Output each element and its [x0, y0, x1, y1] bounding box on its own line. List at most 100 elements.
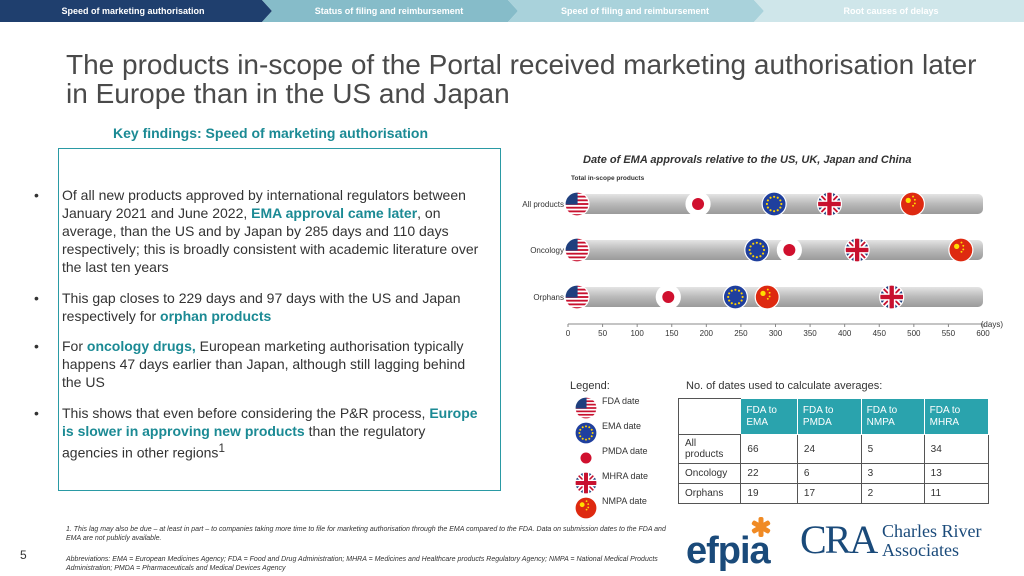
legend-item: FDA date — [574, 396, 640, 420]
us-flag-icon — [574, 396, 598, 420]
table-corner-cell — [677, 398, 741, 435]
legend-item: PMDA date — [574, 446, 648, 470]
efpia-logo: efpia — [686, 515, 786, 576]
legend-label: FDA date — [602, 396, 640, 406]
cra-letters: CRA — [800, 517, 878, 562]
table-row-label: Orphans — [677, 483, 742, 504]
legend-label: NMPA date — [602, 496, 647, 506]
table-cell: 13 — [923, 463, 990, 484]
chart-category-label: All products — [522, 200, 564, 209]
table-title: No. of dates used to calculate averages: — [686, 380, 883, 392]
eu-flag-icon — [722, 284, 748, 310]
x-tick-label: 500 — [907, 329, 921, 338]
table-header-fda-pmda: FDA to PMDA — [796, 398, 862, 435]
tab-speed-of-filing[interactable]: Speed of filing and reimbursement — [560, 6, 710, 16]
x-tick-label: 300 — [769, 329, 783, 338]
table-cell: 34 — [923, 434, 990, 464]
table-cell: 17 — [796, 483, 862, 504]
x-tick-label: 0 — [566, 329, 571, 338]
bullet-2-highlight: orphan products — [160, 308, 272, 324]
bullet-dot: • — [34, 338, 39, 354]
section-navigation: Speed of marketing authorisation Status … — [0, 0, 1024, 22]
tab-status-of-filing[interactable]: Status of filing and reimbursement — [314, 6, 464, 16]
bullet-1-highlight: EMA approval came later — [251, 205, 418, 221]
finding-bullet-2: • This gap closes to 229 days and 97 day… — [34, 289, 482, 325]
chart-subtitle: Total in-scope products — [571, 175, 645, 182]
legend-title: Legend: — [570, 380, 610, 392]
china-flag-icon — [574, 496, 598, 520]
cra-name-line-1: Charles River — [882, 521, 982, 541]
table-cell: 11 — [923, 483, 990, 504]
nav-chevron-2 — [262, 0, 518, 22]
table-cell: 3 — [860, 463, 925, 484]
japan-flag-icon — [776, 237, 802, 263]
finding-bullet-4: • This shows that even before considerin… — [34, 404, 482, 462]
eu-flag-icon — [744, 237, 770, 263]
bullet-4-text-a: This shows that even before considering … — [62, 405, 430, 421]
table-cell: 66 — [740, 434, 798, 464]
key-findings-subtitle: Key findings: Speed of marketing authori… — [113, 125, 429, 141]
nav-chevron-1 — [0, 0, 272, 22]
x-tick-label: 600 — [976, 329, 990, 338]
table-header-fda-ema: FDA to EMA — [740, 398, 798, 435]
bullet-3-highlight: oncology drugs, — [86, 338, 196, 354]
uk-flag-icon — [816, 191, 843, 217]
table-cell: 6 — [796, 463, 862, 484]
footnote-ref: 1 — [218, 442, 225, 455]
legend-item: NMPA date — [574, 496, 647, 520]
us-flag-icon — [564, 191, 590, 217]
bullet-dot: • — [34, 290, 39, 306]
finding-bullet-1: • Of all new products approved by intern… — [34, 186, 482, 276]
page-number: 5 — [20, 548, 27, 562]
x-axis-label: (days) — [981, 320, 1004, 329]
finding-bullet-3: • For oncology drugs, European marketing… — [34, 337, 482, 391]
nav-chevrons — [0, 0, 1024, 22]
tab-speed-of-marketing-authorisation[interactable]: Speed of marketing authorisation — [61, 6, 205, 16]
uk-flag-icon — [844, 237, 870, 263]
efpia-star-icon — [751, 517, 771, 537]
page-title: The products in-scope of the Portal rece… — [66, 49, 977, 109]
bullet-4-highlight: Europe is slower in approving new produc… — [62, 405, 478, 439]
bullet-2-text-a: This gap closes to 229 days and 97 days … — [62, 290, 461, 324]
japan-flag-icon — [574, 446, 598, 470]
table-row: Oncology 22 6 3 13 — [677, 463, 990, 484]
legend-swatch — [574, 446, 598, 470]
footnote: 1. This lag may also be due – at least i… — [66, 526, 666, 542]
japan-flag-icon — [685, 191, 711, 217]
chart-row-bar — [568, 240, 983, 260]
x-tick-label: 250 — [734, 329, 748, 338]
legend-item: MHRA date — [574, 471, 648, 495]
cra-name-line-2: Associates — [882, 540, 959, 560]
efpia-logo-graphic: efpia — [686, 517, 773, 572]
abbreviations: Abbreviations: EMA = European Medicines … — [66, 556, 658, 572]
bullet-1-text-a: Of all new products approved by internat… — [62, 187, 466, 221]
x-tick-label: 150 — [665, 329, 679, 338]
chart-category-label: Orphans — [533, 293, 564, 302]
table-header-row: FDA to EMA FDA to PMDA FDA to NMPA FDA t… — [677, 398, 990, 435]
bullet-dot: • — [34, 405, 39, 421]
x-tick-label: 50 — [598, 329, 607, 338]
table-cell: 2 — [860, 483, 925, 504]
x-tick-label: 200 — [700, 329, 714, 338]
legend-swatch — [574, 471, 598, 495]
x-tick-label: 350 — [803, 329, 817, 338]
bullet-4-text-b: than the regulatory agencies in other re… — [62, 423, 426, 461]
efpia-wordmark: efpia — [686, 530, 772, 571]
x-tick-label: 450 — [873, 329, 887, 338]
legend-item: EMA date — [574, 421, 641, 445]
approval-timeline-chart: Total in-scope products All products Oncol… — [522, 175, 1004, 338]
legend-label: EMA date — [602, 421, 642, 431]
tab-root-causes[interactable]: Root causes of delays — [843, 6, 939, 16]
legend-swatch — [574, 496, 598, 520]
table-row-label: Oncology — [677, 463, 742, 484]
table-cell: 22 — [740, 463, 798, 484]
table-cell: 19 — [740, 483, 798, 504]
x-tick-label: 400 — [838, 329, 852, 338]
nav-chevron-3 — [508, 0, 764, 22]
table-header-fda-nmpa: FDA to NMPA — [860, 398, 925, 435]
table-row: All products 66 24 5 34 — [677, 434, 990, 464]
table-header-fda-mhra: FDA to MHRA — [923, 398, 990, 435]
table-row: Orphans 19 17 2 11 — [677, 483, 990, 504]
date-counts-table: FDA to EMA FDA to PMDA FDA to NMPA FDA t… — [677, 398, 990, 504]
bullet-3-text-b: European marketing authorisation typical… — [62, 338, 466, 390]
